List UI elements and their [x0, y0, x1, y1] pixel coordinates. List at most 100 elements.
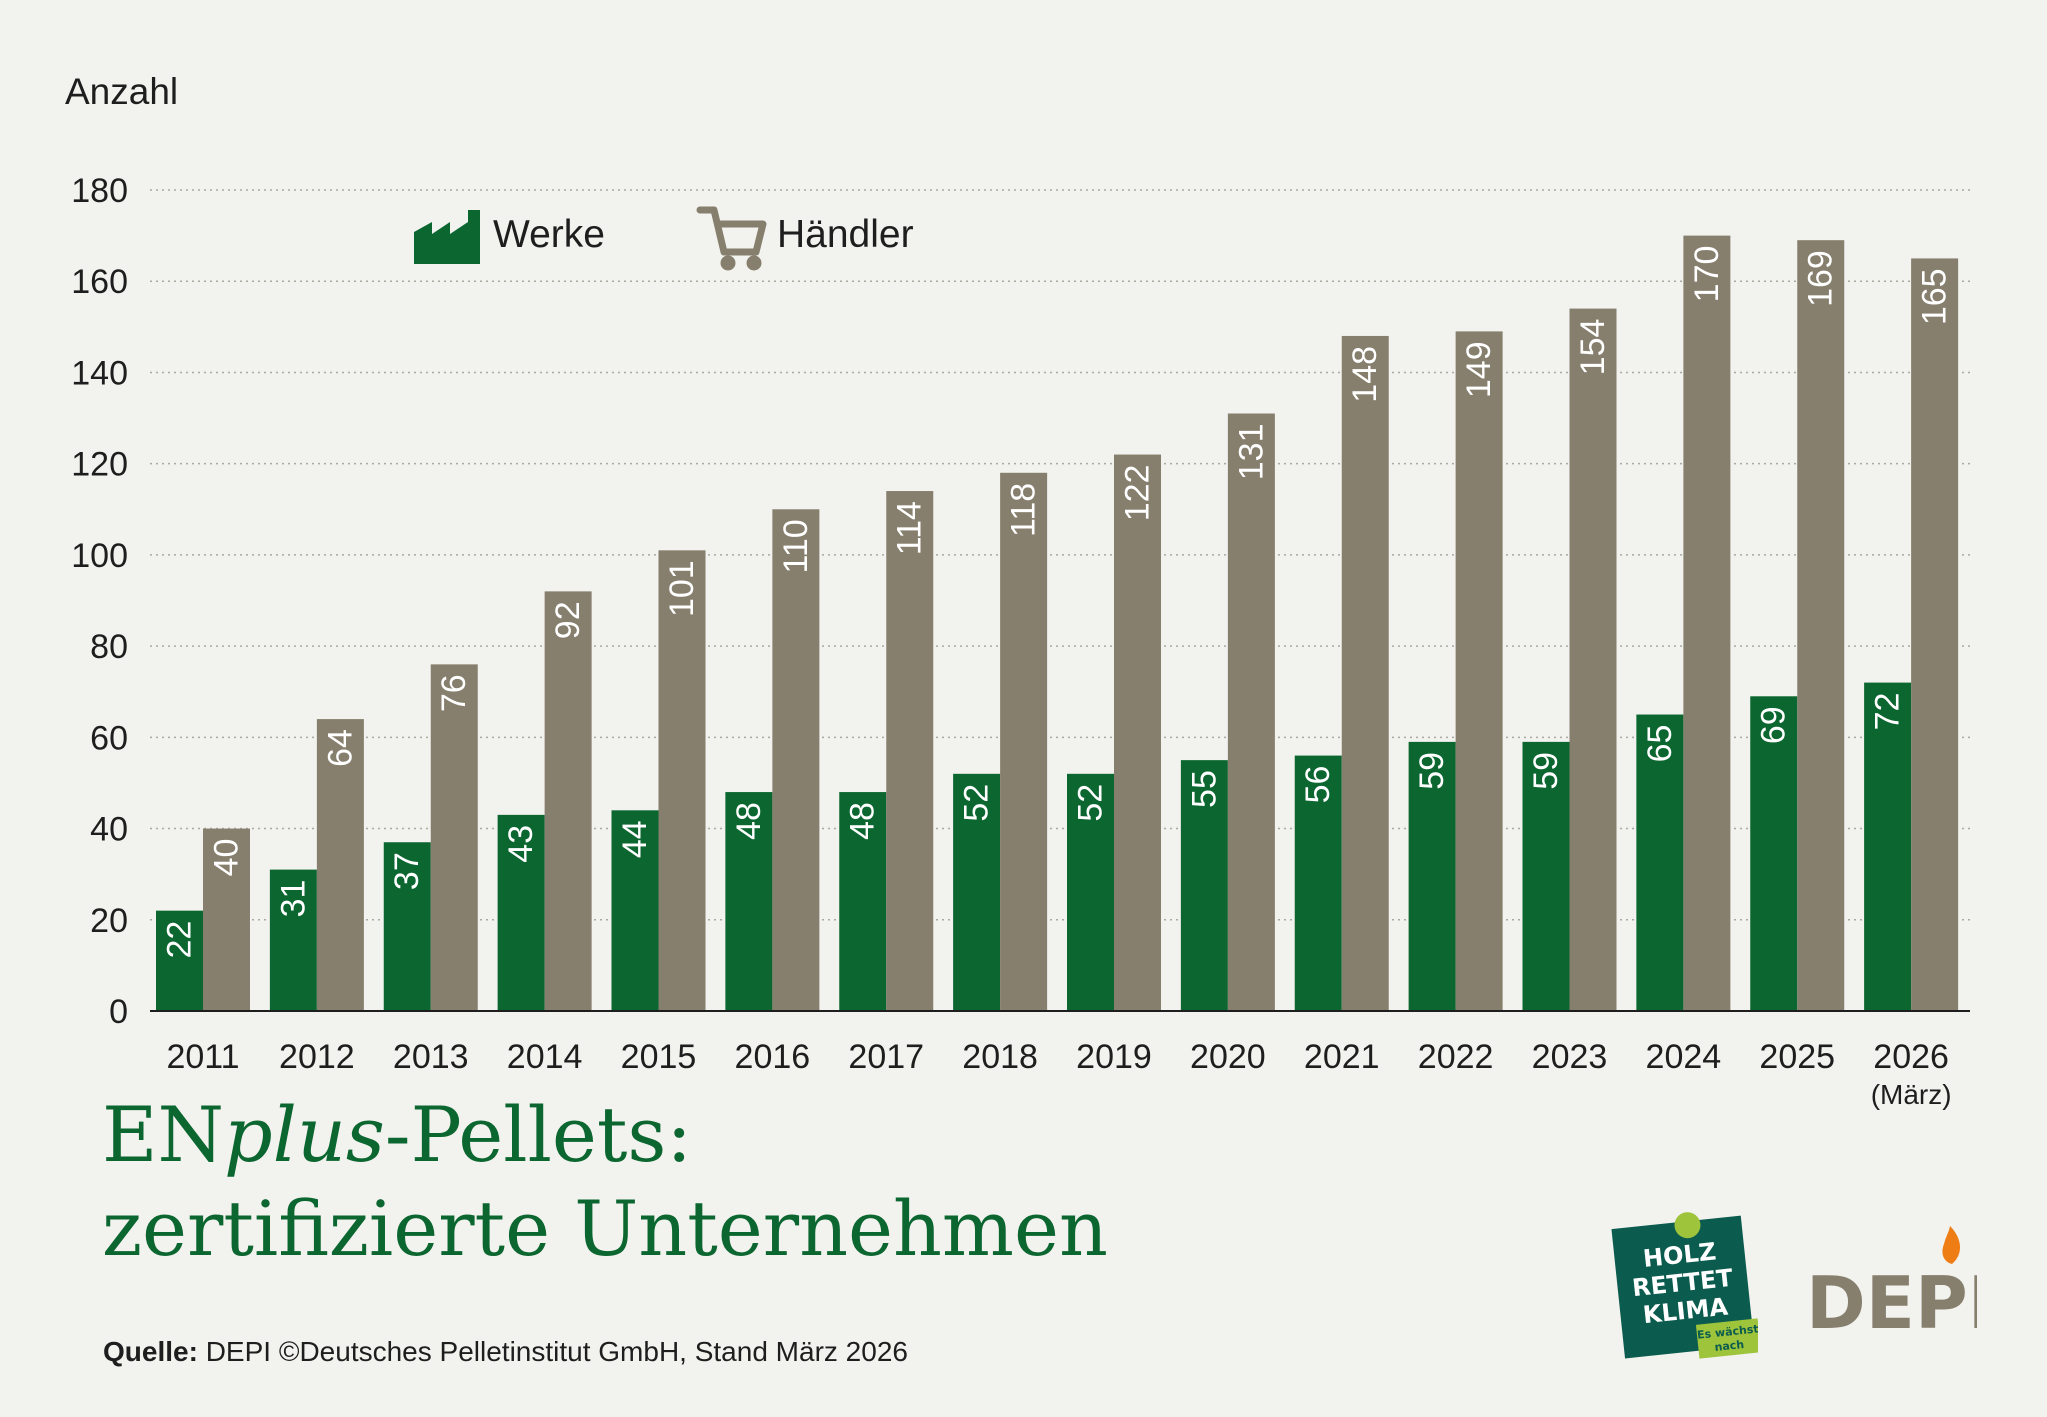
x-tick-label: 2026	[1873, 1038, 1949, 1076]
bar-value-label: 59	[1413, 752, 1451, 790]
logo-tag-line2: nach	[1714, 1338, 1745, 1354]
bar-werke-2018	[953, 773, 1001, 1011]
x-tick-label: 2011	[166, 1038, 239, 1076]
bar-haendler-2025	[1797, 240, 1845, 1011]
x-tick-label: 2019	[1076, 1038, 1152, 1076]
bar-value-label: 55	[1185, 770, 1223, 808]
chart-title: ENplus-Pellets: zertifizierte Unternehme…	[102, 1088, 1108, 1276]
bar-haendler-2026	[1911, 258, 1959, 1012]
tree-icon	[1674, 1212, 1701, 1239]
title-line2: zertifizierte Unternehmen	[102, 1184, 1108, 1273]
bar-werke-2015	[611, 810, 659, 1011]
y-tick-label: 180	[71, 172, 128, 210]
x-tick-label: 2020	[1190, 1038, 1266, 1076]
bar-chart: Anzahl 0 20 40 60 80 100 120 140 160 180 22 40 31 64…	[65, 71, 1974, 1110]
bar-value-label: 72	[1869, 693, 1907, 731]
legend: Werke Händler	[414, 206, 914, 271]
bar-haendler-2014	[544, 591, 592, 1011]
bar-haendler-2023	[1569, 308, 1617, 1012]
legend-label-haendler: Händler	[777, 213, 914, 256]
bar-value-label: 110	[777, 519, 815, 573]
logo-tag-line1: Es wächst	[1697, 1322, 1758, 1341]
bar-value-label: 170	[1688, 246, 1726, 303]
bar-haendler-2011	[203, 828, 250, 1011]
x-tick-label: 2025	[1759, 1038, 1835, 1076]
bar-haendler-2021	[1341, 335, 1389, 1011]
bar-haendler-2015	[658, 550, 706, 1011]
title-prefix: EN	[102, 1090, 224, 1179]
x-tick-label: 2013	[393, 1038, 469, 1076]
source-text: DEPI ©Deutsches Pelletinstitut GmbH, Sta…	[197, 1336, 908, 1367]
bar-haendler-2016	[772, 509, 820, 1011]
bar-value-label: 69	[1755, 706, 1793, 744]
x-tick-label: 2022	[1418, 1038, 1494, 1076]
bar-value-label: 154	[1574, 319, 1612, 376]
bar-value-label: 43	[502, 825, 540, 863]
y-tick-label: 140	[71, 354, 128, 392]
x-tick-label: 2017	[848, 1038, 924, 1076]
bar-value-label: 149	[1460, 341, 1498, 398]
bar-werke-2020	[1180, 760, 1228, 1011]
bar-haendler-2017	[886, 491, 934, 1011]
bar-value-label: 52	[1072, 784, 1110, 822]
bar-werke-2011	[156, 910, 203, 1011]
y-axis-label: Anzahl	[65, 71, 178, 112]
bar-value-label: 92	[549, 601, 587, 639]
x-tick-label: 2024	[1646, 1038, 1722, 1076]
bar-haendler-2020	[1227, 413, 1275, 1011]
bars: 22 40 31 64 37 76 43 92 44 101 48 110 48 114 52 118 52 12…	[156, 235, 1959, 1012]
title-italic: plus	[223, 1090, 385, 1179]
bar-value-label: 44	[616, 820, 654, 858]
legend-item-haendler: Händler	[696, 206, 914, 271]
bar-werke-2025	[1750, 696, 1798, 1011]
bar-value-label: 169	[1802, 250, 1840, 307]
bar-haendler-2022	[1455, 331, 1503, 1012]
bar-value-label: 59	[1527, 752, 1565, 790]
x-tick-labels: 2011 2012 2013 2014 2015 2016 2017 2018 2019 2020…	[166, 1038, 1951, 1110]
bar-haendler-2018	[1000, 472, 1048, 1011]
x-tick-label: 2018	[962, 1038, 1038, 1076]
bar-value-label: 148	[1346, 346, 1384, 403]
bar-werke-2012	[269, 869, 317, 1011]
y-tick-labels: 0 20 40 60 80 100 120 140 160 180	[71, 172, 128, 1031]
source-note: Quelle: DEPI ©Deutsches Pelletinstitut G…	[103, 1336, 908, 1368]
y-tick-label: 40	[90, 811, 128, 849]
bar-haendler-2019	[1114, 454, 1161, 1011]
bar-haendler-2024	[1683, 235, 1731, 1012]
bar-werke-2023	[1522, 741, 1570, 1011]
flame-icon	[1942, 1226, 1961, 1264]
bar-werke-2019	[1067, 773, 1114, 1011]
bar-value-label: 114	[891, 501, 929, 555]
depi-logo: DEPI	[1806, 1226, 1977, 1340]
holz-rettet-klima-logo: HOLZ RETTET KLIMA Es wächst nach	[1611, 1212, 1758, 1359]
bar-value-label: 22	[161, 921, 199, 959]
bar-value-label: 118	[1005, 483, 1043, 537]
bar-value-label: 56	[1299, 766, 1337, 804]
y-tick-label: 160	[71, 263, 128, 301]
bar-werke-2016	[725, 792, 773, 1011]
depi-wordmark: DEPI	[1806, 1261, 1977, 1340]
bar-werke-2013	[383, 842, 431, 1011]
bar-werke-2021	[1294, 755, 1342, 1011]
bar-value-label: 131	[1232, 423, 1270, 480]
x-tick-label: 2014	[507, 1038, 583, 1076]
bar-value-label: 64	[321, 729, 359, 767]
shopping-cart-icon	[696, 206, 767, 271]
y-tick-label: 80	[90, 628, 128, 666]
factory-icon	[414, 210, 480, 264]
bar-haendler-2012	[316, 719, 364, 1011]
bar-value-label: 101	[663, 560, 701, 617]
bar-value-label: 165	[1916, 268, 1954, 325]
bar-value-label: 76	[435, 674, 473, 712]
bar-value-label: 31	[274, 880, 312, 918]
legend-item-werke: Werke	[414, 210, 605, 264]
bar-value-label: 65	[1641, 725, 1679, 763]
bar-value-label: 48	[844, 802, 882, 840]
x-tick-note: (März)	[1871, 1079, 1952, 1110]
y-tick-label: 0	[109, 993, 128, 1031]
bar-werke-2014	[497, 814, 545, 1011]
bar-value-label: 122	[1119, 465, 1157, 522]
source-label: Quelle:	[103, 1336, 198, 1367]
bar-value-label: 40	[208, 839, 246, 877]
y-tick-label: 60	[90, 719, 128, 757]
